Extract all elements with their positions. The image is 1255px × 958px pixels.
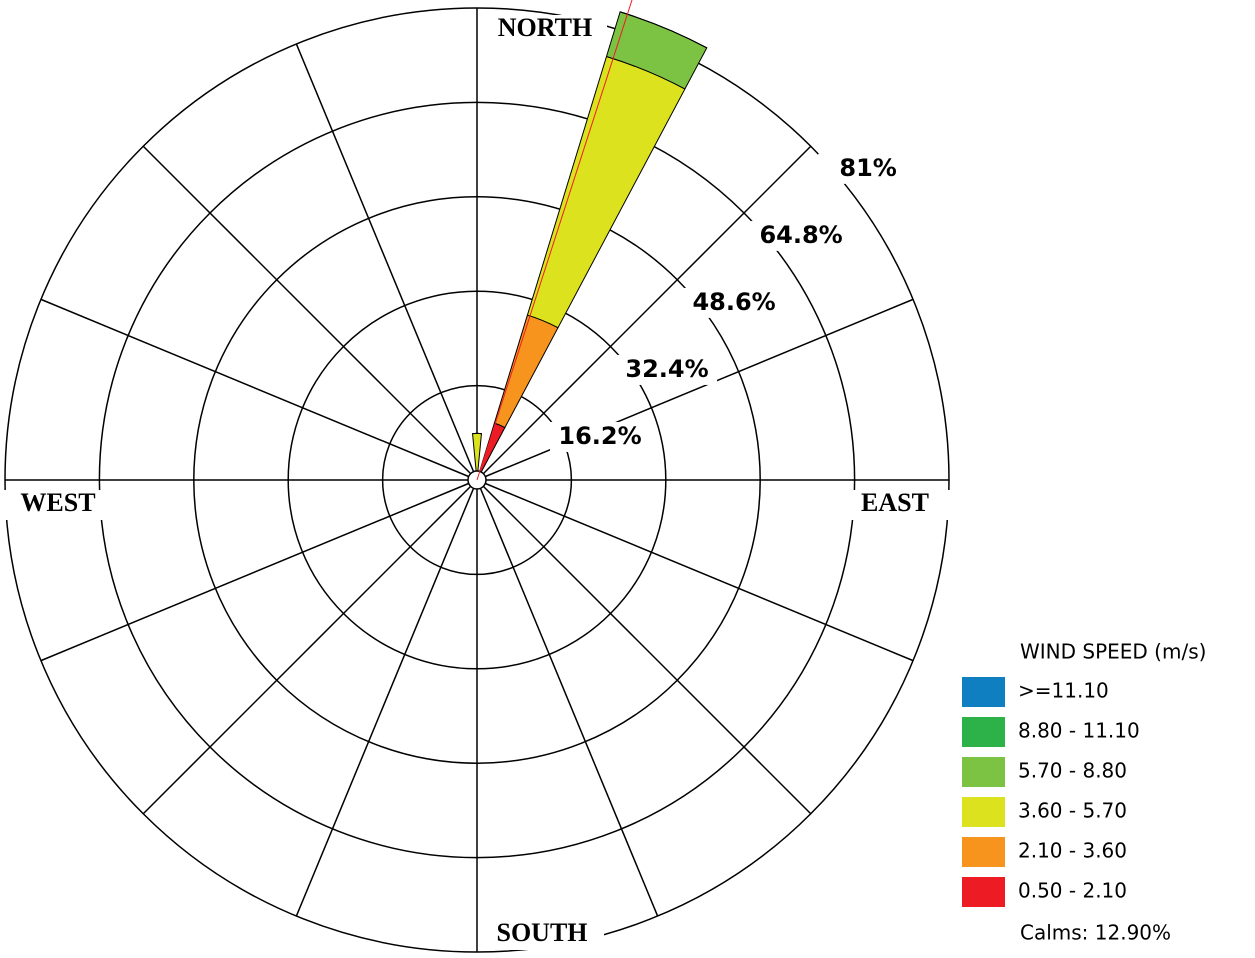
legend-label: 8.80 - 11.10 (1018, 719, 1140, 743)
direction-label: NORTH (498, 13, 592, 42)
spoke (40, 479, 478, 662)
ring (287, 290, 667, 670)
spoke (476, 479, 914, 662)
tick-label-bg (751, 220, 852, 251)
legend-swatch (962, 757, 1005, 787)
ring (193, 196, 761, 764)
spoke (476, 298, 914, 481)
spoke (40, 298, 478, 481)
mean-direction (476, 0, 633, 481)
wedge-segment (493, 314, 559, 429)
r-tick-label: 48.6% (692, 288, 775, 316)
r-tick-label: 16.2% (558, 422, 641, 450)
spoke (295, 43, 478, 481)
direction-label: WEST (20, 488, 95, 517)
direction-label: SOUTH (496, 918, 587, 947)
spoke (142, 145, 478, 481)
legend-swatch (962, 677, 1005, 707)
ring (98, 101, 856, 859)
tick-label-bg (550, 421, 651, 452)
legend-swatch (962, 797, 1005, 827)
tick-label-bg (684, 287, 785, 318)
spoke (476, 479, 812, 815)
legend-swatch (962, 717, 1005, 747)
wedge-segment (526, 55, 686, 329)
legend-label: 0.50 - 2.10 (1018, 879, 1127, 903)
legend-label: 3.60 - 5.70 (1018, 799, 1127, 823)
legend-label: >=11.10 (1018, 679, 1109, 703)
dir-label-bg (480, 920, 604, 950)
spoke (295, 479, 478, 917)
spoke (476, 145, 812, 481)
dir-label-bg (833, 490, 957, 520)
spoke (476, 479, 659, 917)
dir-label-bg (483, 15, 607, 45)
direction-label: EAST (861, 488, 929, 517)
tick-label-bg (818, 153, 919, 184)
spoke (142, 479, 478, 815)
legend-title: WIND SPEED (m/s) (1020, 640, 1206, 664)
legend-swatch (962, 877, 1005, 907)
r-tick-label: 32.4% (625, 355, 708, 383)
calms-label: Calms: 12.90% (1020, 921, 1171, 945)
ring (381, 384, 573, 576)
legend-label: 5.70 - 8.80 (1018, 759, 1127, 783)
legend-swatch (962, 837, 1005, 867)
ring (4, 7, 950, 953)
tick-label-bg (617, 354, 718, 385)
r-tick-label: 81% (839, 154, 896, 182)
legend-label: 2.10 - 3.60 (1018, 839, 1127, 863)
dir-label-bg (0, 490, 120, 520)
r-tick-label: 64.8% (759, 221, 842, 249)
